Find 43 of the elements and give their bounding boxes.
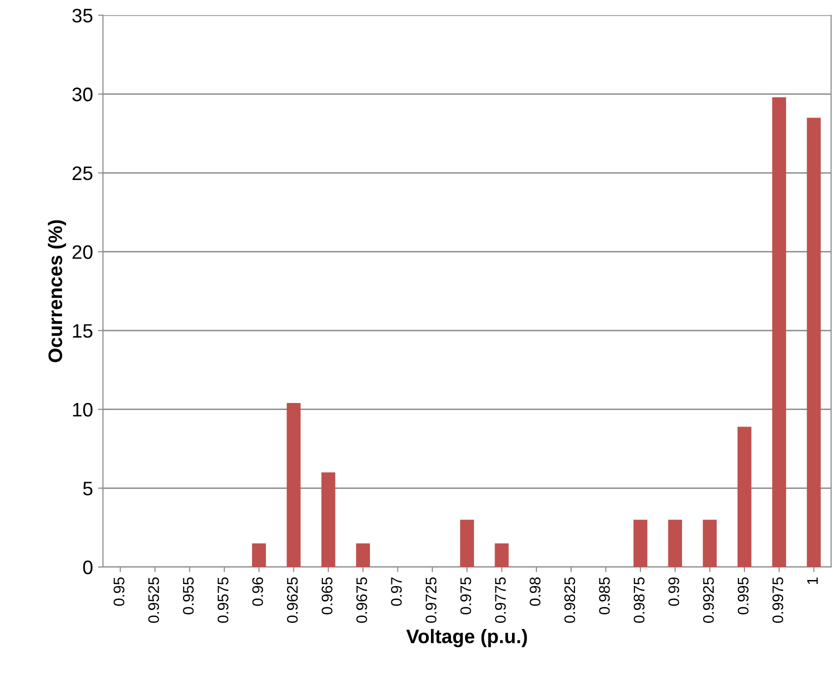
x-tick-label: 0.9875 bbox=[634, 577, 645, 623]
y-axis-title: Ocurrences (%) bbox=[48, 220, 66, 362]
y-tick-label: 5 bbox=[83, 482, 92, 496]
bar bbox=[286, 403, 301, 567]
x-axis-title: Voltage (p.u.) bbox=[406, 629, 527, 648]
x-tick-label: 0.96 bbox=[252, 577, 264, 606]
y-tick-label: 35 bbox=[72, 8, 92, 23]
x-tick-label: 0.9625 bbox=[286, 577, 298, 623]
x-tick-label: 0.9525 bbox=[148, 577, 160, 623]
x-tick-label: 0.9925 bbox=[703, 577, 714, 623]
y-tick-label: 30 bbox=[72, 88, 92, 102]
x-tick-label: 0.9975 bbox=[772, 577, 784, 623]
x-tick-label: 0.9775 bbox=[495, 577, 506, 623]
y-tick-label: 0 bbox=[83, 560, 92, 574]
x-tick-label: 0.975 bbox=[460, 577, 472, 614]
bar bbox=[494, 543, 509, 567]
bar bbox=[321, 472, 336, 567]
x-tick-label: 0.9825 bbox=[564, 577, 576, 623]
bar bbox=[633, 520, 648, 567]
x-tick-label: 0.9675 bbox=[356, 577, 368, 623]
y-tick-label: 20 bbox=[72, 245, 92, 259]
x-tick-label: 0.985 bbox=[599, 577, 610, 614]
x-tick-label: 0.9725 bbox=[426, 577, 436, 623]
x-tick-label: 0.99 bbox=[668, 577, 680, 606]
x-tick-label: 0.95 bbox=[114, 577, 124, 606]
bar bbox=[356, 543, 370, 567]
y-tick-label: 10 bbox=[73, 402, 92, 417]
y-tick-label: 25 bbox=[72, 166, 92, 180]
x-tick-label: 0.98 bbox=[530, 577, 540, 606]
x-tick-label: 0.995 bbox=[738, 577, 749, 614]
x-tick-label: 0.9575 bbox=[218, 577, 228, 623]
bar bbox=[668, 520, 682, 567]
x-tick-label: 1 bbox=[807, 577, 818, 584]
bar bbox=[772, 97, 786, 567]
bar bbox=[738, 426, 752, 567]
bar bbox=[806, 118, 821, 567]
bar bbox=[702, 520, 717, 567]
y-tick-label: 15 bbox=[73, 324, 92, 338]
bar bbox=[252, 543, 266, 567]
x-tick-label: 0.965 bbox=[322, 577, 332, 614]
x-tick-label: 0.955 bbox=[182, 577, 194, 614]
x-tick-label: 0.97 bbox=[390, 577, 402, 606]
bar bbox=[460, 520, 474, 567]
